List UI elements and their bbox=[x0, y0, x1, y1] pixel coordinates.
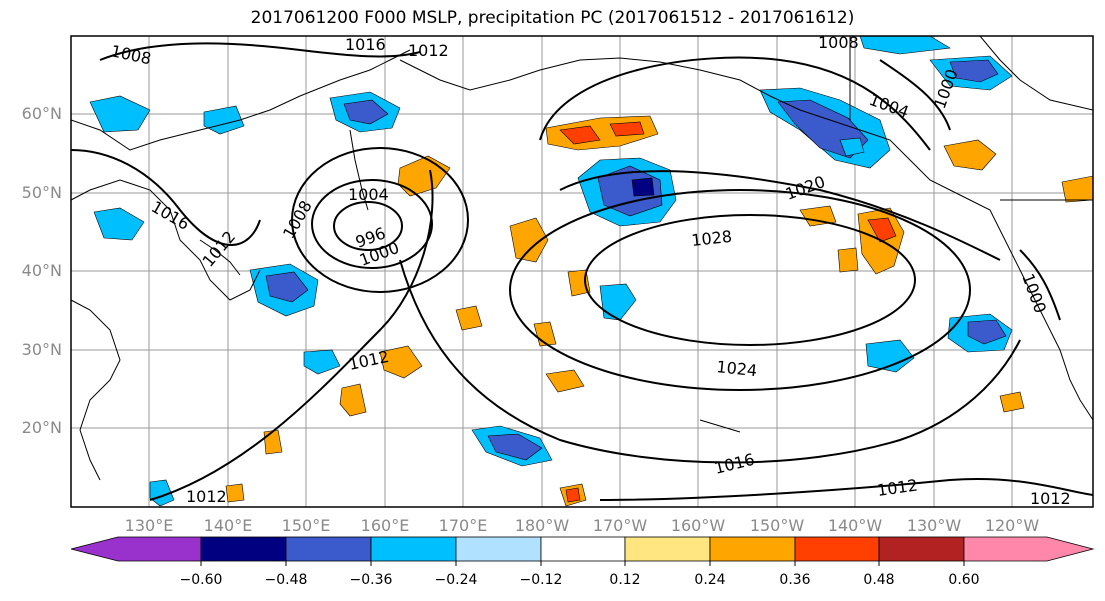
lon-label: 130°W bbox=[906, 516, 962, 535]
map-title: 2017061200 F000 MSLP, precipitation PC (… bbox=[250, 8, 855, 28]
lon-label: 180°W bbox=[514, 516, 570, 535]
lat-label-20n: 20°N bbox=[21, 418, 62, 437]
colorbar-tick-label: 0.60 bbox=[948, 572, 980, 588]
lon-label: 170°E bbox=[438, 516, 488, 535]
lon-label: 150°W bbox=[749, 516, 805, 535]
isobar-label: 1004 bbox=[348, 185, 389, 204]
lat-label-60n: 60°N bbox=[21, 104, 62, 123]
colorbar-segment bbox=[70, 536, 202, 562]
colorbar-tick-label: −0.60 bbox=[179, 572, 223, 588]
isobar-label: 1012 bbox=[186, 487, 227, 506]
colorbar-tick-label: −0.24 bbox=[434, 572, 478, 588]
colorbar-segment bbox=[878, 536, 965, 562]
colorbar-tick-label: −0.48 bbox=[264, 572, 308, 588]
lat-label-40n: 40°N bbox=[21, 261, 62, 280]
colorbar-tick-label: 0.12 bbox=[609, 572, 641, 588]
colorbar-segment bbox=[963, 536, 1095, 562]
lon-label: 130°E bbox=[124, 516, 174, 535]
colorbar bbox=[70, 536, 1095, 562]
lon-label: 140°E bbox=[203, 516, 253, 535]
isobars bbox=[71, 42, 1093, 501]
lon-label: 160°W bbox=[670, 516, 726, 535]
lon-label: 120°W bbox=[984, 516, 1040, 535]
colorbar-tick-label: 0.24 bbox=[694, 572, 726, 588]
colorbar-ticks bbox=[200, 561, 965, 566]
colorbar-tick-label: −0.36 bbox=[349, 572, 393, 588]
lon-label: 160°E bbox=[360, 516, 410, 535]
lat-label-30n: 30°N bbox=[21, 340, 62, 359]
colorbar-segment bbox=[540, 536, 626, 562]
isobar-labels: 1008 1016 1012 1008 1004 1004 1000 1016 … bbox=[109, 33, 1071, 508]
colorbar-segment bbox=[794, 536, 880, 562]
colorbar-tick-label: 0.48 bbox=[863, 572, 895, 588]
isobar-label: 1024 bbox=[716, 357, 758, 380]
colorbar-tick-label: 0.36 bbox=[779, 572, 811, 588]
colorbar-segment bbox=[370, 536, 457, 562]
isobar-label: 1012 bbox=[1030, 489, 1071, 508]
colorbar-tick-label: −0.12 bbox=[519, 572, 563, 588]
colorbar-segment bbox=[624, 536, 711, 562]
lon-label: 170°W bbox=[592, 516, 648, 535]
lat-label-50n: 50°N bbox=[21, 183, 62, 202]
lon-label: 150°E bbox=[281, 516, 331, 535]
isobar-label: 1028 bbox=[690, 227, 732, 250]
map-border bbox=[70, 35, 1094, 508]
colorbar-segment bbox=[285, 536, 372, 562]
isobar-label: 1016 bbox=[345, 35, 386, 54]
isobar-label: 1012 bbox=[408, 41, 449, 60]
isobar-label: 1008 bbox=[818, 33, 859, 52]
colorbar-segment bbox=[200, 536, 287, 562]
colorbar-segment bbox=[455, 536, 542, 562]
coastlines bbox=[71, 36, 1093, 481]
lon-label: 140°W bbox=[827, 516, 883, 535]
colorbar-segment bbox=[709, 536, 796, 562]
